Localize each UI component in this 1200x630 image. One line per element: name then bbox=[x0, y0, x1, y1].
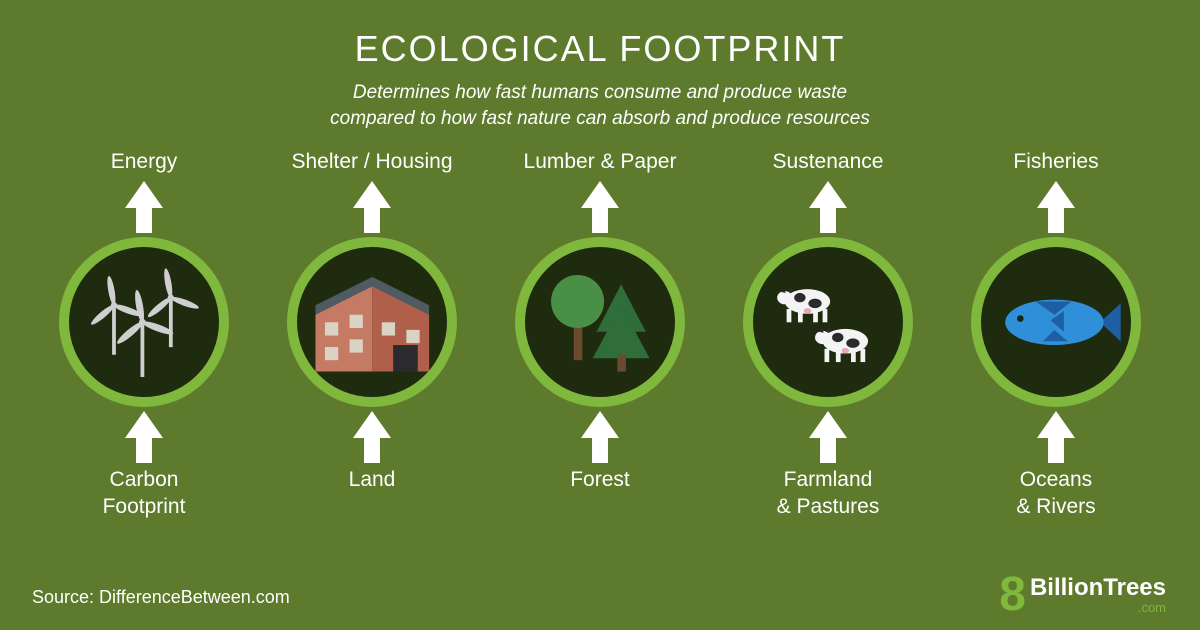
arrow-up-icon bbox=[125, 181, 163, 233]
arrow-up-icon bbox=[353, 411, 391, 463]
top-label: Fisheries bbox=[1013, 149, 1098, 177]
brand-name: BillionTrees bbox=[1030, 576, 1166, 600]
brand-logo: 8 BillionTrees .com bbox=[999, 576, 1166, 614]
column-fish: Fisheries Oceans& Rivers bbox=[951, 149, 1161, 520]
trees-icon bbox=[515, 237, 685, 407]
source-text: Source: DifferenceBetween.com bbox=[32, 587, 290, 608]
bottom-label: CarbonFootprint bbox=[103, 467, 186, 520]
bottom-label: Oceans& Rivers bbox=[1016, 467, 1095, 520]
cows-icon bbox=[743, 237, 913, 407]
top-label: Lumber & Paper bbox=[524, 149, 677, 177]
arrow-up-icon bbox=[353, 181, 391, 233]
house-icon bbox=[287, 237, 457, 407]
arrow-up-icon bbox=[581, 411, 619, 463]
arrow-up-icon bbox=[809, 181, 847, 233]
arrow-up-icon bbox=[1037, 181, 1075, 233]
brand-eight: 8 bbox=[999, 576, 1026, 614]
top-label: Sustenance bbox=[773, 149, 884, 177]
page-title: ECOLOGICAL FOOTPRINT bbox=[0, 0, 1200, 70]
bottom-label: Forest bbox=[570, 467, 630, 495]
subtitle: Determines how fast humans consume and p… bbox=[0, 80, 1200, 131]
arrow-up-icon bbox=[581, 181, 619, 233]
brand-dotcom: .com bbox=[1030, 601, 1166, 614]
arrow-up-icon bbox=[125, 411, 163, 463]
columns-row: Energy CarbonFootprint Shelter / Housing bbox=[0, 149, 1200, 520]
arrow-up-icon bbox=[809, 411, 847, 463]
subtitle-line1: Determines how fast humans consume and p… bbox=[353, 82, 847, 103]
bottom-label: Farmland& Pastures bbox=[777, 467, 880, 520]
column-turbines: Energy CarbonFootprint bbox=[39, 149, 249, 520]
turbines-icon bbox=[59, 237, 229, 407]
top-label: Shelter / Housing bbox=[291, 149, 452, 177]
bottom-label: Land bbox=[349, 467, 396, 495]
fish-icon bbox=[971, 237, 1141, 407]
subtitle-line2: compared to how fast nature can absorb a… bbox=[330, 108, 870, 129]
column-house: Shelter / Housing Land bbox=[267, 149, 477, 495]
top-label: Energy bbox=[111, 149, 178, 177]
column-cows: Sustenance bbox=[723, 149, 933, 520]
column-trees: Lumber & Paper Forest bbox=[495, 149, 705, 495]
arrow-up-icon bbox=[1037, 411, 1075, 463]
